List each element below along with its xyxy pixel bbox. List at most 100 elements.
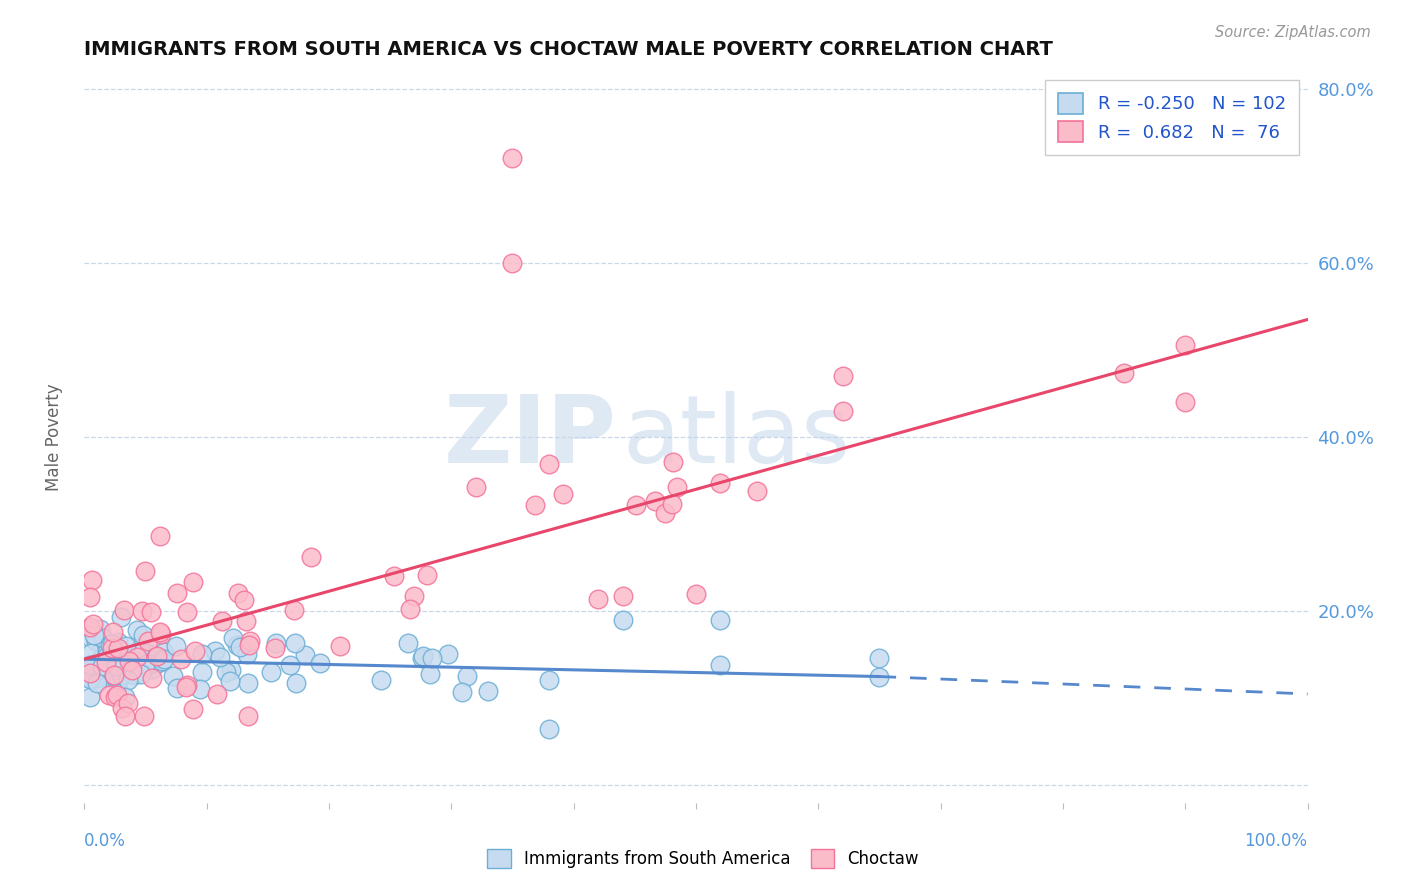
Point <box>166 586 188 600</box>
Point <box>98 688 121 702</box>
Point <box>266 636 288 650</box>
Point <box>1174 395 1197 409</box>
Point <box>105 674 128 689</box>
Point <box>370 673 392 688</box>
Point <box>382 569 405 583</box>
Point <box>709 475 731 490</box>
Point <box>103 668 125 682</box>
Point <box>91 659 114 673</box>
Point <box>79 660 101 674</box>
Point <box>107 641 129 656</box>
Text: atlas: atlas <box>623 391 851 483</box>
Point <box>134 564 156 578</box>
Point <box>284 675 307 690</box>
Point <box>100 637 122 651</box>
Point <box>100 656 122 670</box>
Point <box>176 605 198 619</box>
Point <box>869 651 891 665</box>
Text: ZIP: ZIP <box>443 391 616 483</box>
Point <box>229 640 252 654</box>
Point <box>219 663 242 677</box>
Text: Source: ZipAtlas.com: Source: ZipAtlas.com <box>1215 25 1371 40</box>
Point <box>96 648 118 663</box>
Point <box>1114 367 1136 381</box>
Point <box>114 602 136 616</box>
Point <box>104 658 127 673</box>
Point <box>662 455 685 469</box>
Point <box>238 638 260 652</box>
Point <box>96 645 118 659</box>
Point <box>121 663 143 677</box>
Point <box>831 369 853 384</box>
Point <box>79 672 101 686</box>
Point <box>666 480 689 494</box>
Point <box>84 634 107 648</box>
Point <box>524 498 547 512</box>
Point <box>586 591 609 606</box>
Point <box>612 613 634 627</box>
Point <box>110 610 132 624</box>
Point <box>239 634 262 648</box>
Point <box>153 645 176 659</box>
Point <box>170 652 193 666</box>
Point <box>188 681 211 696</box>
Point <box>79 620 101 634</box>
Point <box>456 669 478 683</box>
Point <box>118 658 141 673</box>
Point <box>136 633 159 648</box>
Point <box>117 696 139 710</box>
Point <box>416 568 439 582</box>
Point <box>149 624 172 639</box>
Text: 0.0%: 0.0% <box>84 832 127 850</box>
Point <box>100 638 122 652</box>
Point <box>174 680 197 694</box>
Point <box>103 647 125 661</box>
Legend: R = -0.250   N = 102, R =  0.682   N =  76: R = -0.250 N = 102, R = 0.682 N = 76 <box>1046 80 1299 154</box>
Point <box>101 665 124 679</box>
Point <box>211 615 233 629</box>
Point <box>411 650 433 665</box>
Point <box>624 499 647 513</box>
Point <box>100 640 122 655</box>
Point <box>110 668 132 682</box>
Point <box>709 613 731 627</box>
Point <box>79 662 101 676</box>
Point <box>176 678 198 692</box>
Point <box>831 404 853 418</box>
Text: IMMIGRANTS FROM SOUTH AMERICA VS CHOCTAW MALE POVERTY CORRELATION CHART: IMMIGRANTS FROM SOUTH AMERICA VS CHOCTAW… <box>84 39 1053 59</box>
Point <box>146 648 169 663</box>
Point <box>869 669 891 683</box>
Point <box>79 665 101 680</box>
Point <box>131 604 153 618</box>
Point <box>283 603 305 617</box>
Point <box>419 667 441 681</box>
Point <box>117 673 139 687</box>
Point <box>166 681 188 695</box>
Point <box>502 152 524 166</box>
Point <box>141 662 163 676</box>
Point <box>86 672 108 686</box>
Point <box>612 589 634 603</box>
Point <box>127 665 149 680</box>
Point <box>131 628 153 642</box>
Point <box>111 701 134 715</box>
Point <box>89 623 111 637</box>
Point <box>80 646 103 660</box>
Point <box>644 494 666 508</box>
Point <box>141 671 163 685</box>
Point <box>104 661 127 675</box>
Point <box>82 616 104 631</box>
Point <box>129 667 152 681</box>
Point <box>79 630 101 644</box>
Point <box>79 671 101 685</box>
Point <box>747 483 769 498</box>
Point <box>538 673 561 687</box>
Point <box>141 605 163 619</box>
Point <box>502 256 524 270</box>
Point <box>184 644 207 658</box>
Point <box>96 656 118 670</box>
Point <box>654 506 676 520</box>
Point <box>145 650 167 665</box>
Point <box>215 665 238 679</box>
Point <box>464 480 486 494</box>
